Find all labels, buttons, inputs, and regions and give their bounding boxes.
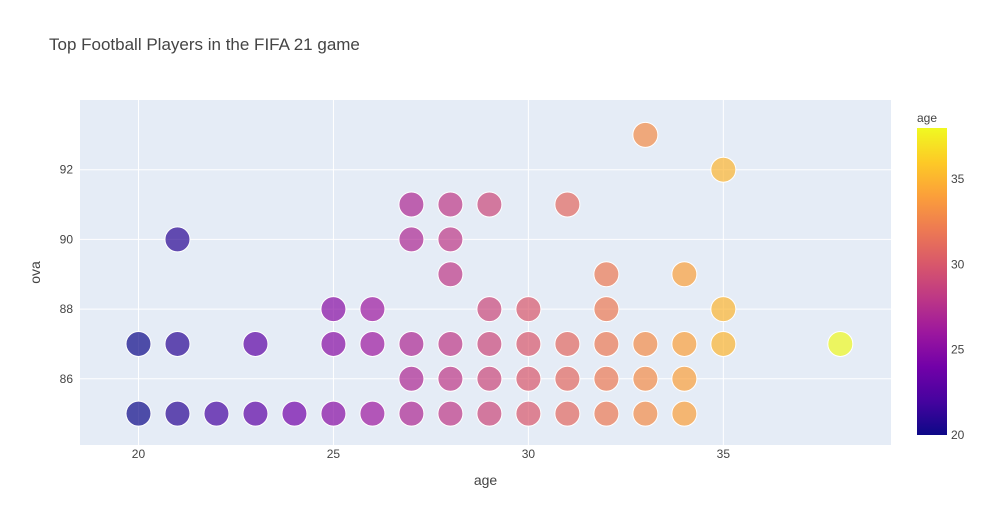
plot-background <box>80 100 891 445</box>
data-point[interactable] <box>710 330 737 357</box>
data-point[interactable] <box>476 191 503 218</box>
data-point[interactable] <box>593 365 620 392</box>
colorbar-gradient <box>917 128 947 435</box>
data-point[interactable] <box>359 330 386 357</box>
data-point[interactable] <box>593 330 620 357</box>
data-point[interactable] <box>242 330 269 357</box>
y-axis-label: ova <box>27 261 43 284</box>
data-point[interactable] <box>320 400 347 427</box>
data-point[interactable] <box>554 191 581 218</box>
data-point[interactable] <box>437 330 464 357</box>
data-point[interactable] <box>398 226 425 253</box>
data-point[interactable] <box>710 296 737 323</box>
colorbar-tick-label: 20 <box>951 428 965 442</box>
y-tick-label: 92 <box>60 163 74 177</box>
data-point[interactable] <box>827 330 854 357</box>
data-point[interactable] <box>476 400 503 427</box>
data-point[interactable] <box>710 156 737 183</box>
data-point[interactable] <box>320 330 347 357</box>
data-point[interactable] <box>281 400 308 427</box>
data-point[interactable] <box>476 330 503 357</box>
data-point[interactable] <box>398 365 425 392</box>
data-point[interactable] <box>515 365 542 392</box>
chart-title: Top Football Players in the FIFA 21 game <box>49 35 360 54</box>
y-tick-label: 86 <box>60 372 74 386</box>
x-tick-label: 25 <box>327 447 341 461</box>
x-tick-label: 35 <box>717 447 731 461</box>
data-point[interactable] <box>359 296 386 323</box>
data-point[interactable] <box>671 365 698 392</box>
data-point[interactable] <box>125 330 152 357</box>
data-point[interactable] <box>593 296 620 323</box>
data-point[interactable] <box>125 400 152 427</box>
data-point[interactable] <box>515 400 542 427</box>
data-point[interactable] <box>593 261 620 288</box>
data-point[interactable] <box>671 330 698 357</box>
colorbar-tick-label: 25 <box>951 343 965 357</box>
data-point[interactable] <box>554 400 581 427</box>
data-point[interactable] <box>320 296 347 323</box>
data-points <box>125 121 854 427</box>
data-point[interactable] <box>515 296 542 323</box>
data-point[interactable] <box>476 296 503 323</box>
data-point[interactable] <box>164 226 191 253</box>
data-point[interactable] <box>398 330 425 357</box>
colorbar-title: age <box>917 111 937 125</box>
data-point[interactable] <box>632 121 659 148</box>
data-point[interactable] <box>203 400 230 427</box>
data-point[interactable] <box>164 400 191 427</box>
data-point[interactable] <box>242 400 269 427</box>
data-point[interactable] <box>437 261 464 288</box>
data-point[interactable] <box>515 330 542 357</box>
x-tick-label: 20 <box>132 447 146 461</box>
data-point[interactable] <box>632 400 659 427</box>
colorbar-tick-label: 35 <box>951 172 965 186</box>
data-point[interactable] <box>554 365 581 392</box>
data-point[interactable] <box>437 365 464 392</box>
data-point[interactable] <box>593 400 620 427</box>
colorbar-tick-label: 30 <box>951 257 965 271</box>
data-point[interactable] <box>398 400 425 427</box>
colorbar: age 20 25 30 35 <box>917 111 965 442</box>
data-point[interactable] <box>554 330 581 357</box>
y-tick-label: 90 <box>60 232 74 246</box>
data-point[interactable] <box>359 400 386 427</box>
data-point[interactable] <box>437 400 464 427</box>
data-point[interactable] <box>476 365 503 392</box>
data-point[interactable] <box>632 365 659 392</box>
x-axis-label: age <box>474 472 498 488</box>
data-point[interactable] <box>437 226 464 253</box>
data-point[interactable] <box>398 191 425 218</box>
x-tick-label: 30 <box>522 447 536 461</box>
data-point[interactable] <box>437 191 464 218</box>
data-point[interactable] <box>671 400 698 427</box>
data-point[interactable] <box>164 330 191 357</box>
axis-ticks: 20 25 30 35 86 88 90 92 <box>60 163 731 461</box>
y-tick-label: 88 <box>60 302 74 316</box>
data-point[interactable] <box>671 261 698 288</box>
data-point[interactable] <box>632 330 659 357</box>
